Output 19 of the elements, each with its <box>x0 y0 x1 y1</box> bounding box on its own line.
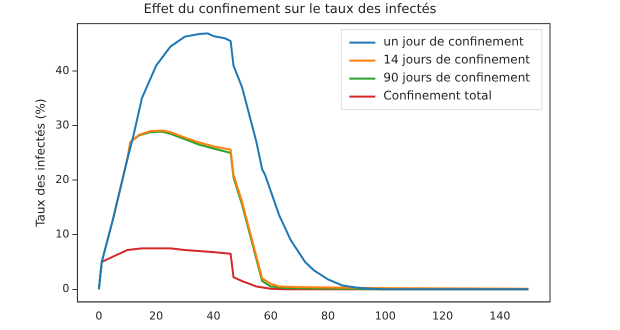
legend-label: Confinement total <box>383 88 492 103</box>
y-tick-label: 20 <box>55 173 70 186</box>
x-tick-label: 100 <box>374 309 396 322</box>
x-tick-label: 0 <box>95 309 102 322</box>
y-axis-title: Taux des infectés (%) <box>33 98 48 228</box>
x-tick-label: 80 <box>321 309 336 322</box>
legend-label: un jour de confinement <box>383 34 524 49</box>
x-tick-label: 120 <box>432 309 454 322</box>
x-tick-label: 140 <box>489 309 510 322</box>
x-tick-label: 60 <box>264 309 278 322</box>
x-tick-label: 40 <box>206 309 220 322</box>
legend-label: 14 jours de confinement <box>383 52 530 67</box>
y-tick-label: 30 <box>55 118 70 132</box>
y-tick-label: 10 <box>55 228 70 241</box>
chart-title: Effet du confinement sur le taux des infectés <box>144 2 437 18</box>
x-tick-label: 20 <box>149 309 164 322</box>
y-tick-label: 40 <box>55 64 70 77</box>
legend-label: 90 jours de confinement <box>383 70 530 85</box>
y-tick-label: 0 <box>62 282 70 296</box>
